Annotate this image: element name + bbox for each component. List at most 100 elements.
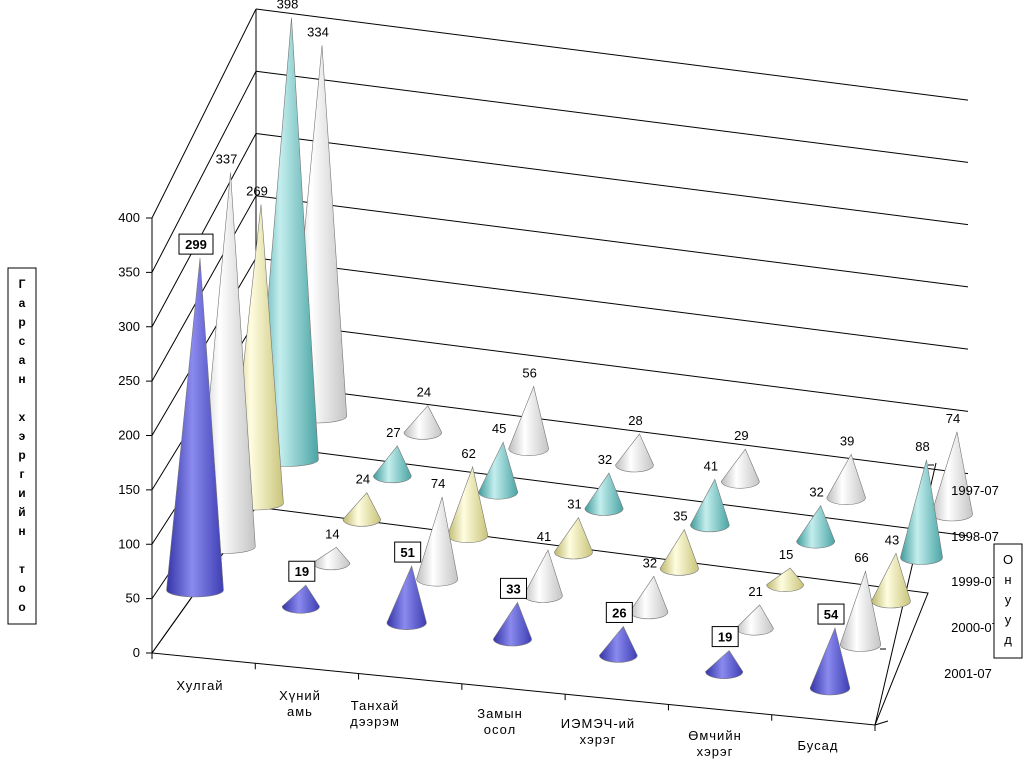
data-label: 54 bbox=[824, 607, 839, 622]
category-label: ИЭМЭЧ-ий bbox=[561, 716, 635, 731]
cone-2000-07-4 bbox=[629, 575, 669, 620]
chart-marks bbox=[166, 17, 973, 696]
category-label: Замын bbox=[477, 706, 523, 721]
depth-axis-title-char: н bbox=[1004, 572, 1011, 587]
data-label: 32 bbox=[598, 452, 612, 467]
data-label: 31 bbox=[567, 497, 581, 512]
cone-2000-07-3 bbox=[523, 549, 563, 603]
data-label: 56 bbox=[522, 366, 536, 381]
series-label: 1997-07 bbox=[951, 483, 999, 498]
cone-1998-07-1 bbox=[373, 445, 412, 484]
data-label-box bbox=[500, 577, 527, 599]
y-axis-title-char: и bbox=[18, 486, 25, 500]
cone-2000-07-5 bbox=[735, 604, 774, 636]
data-label: 269 bbox=[246, 183, 268, 198]
y-axis-title-char: н bbox=[18, 524, 25, 538]
depth-axis-title-char: у bbox=[1005, 592, 1012, 607]
data-label: 51 bbox=[400, 545, 414, 560]
data-label: 35 bbox=[673, 508, 687, 523]
depth-axis-title-char: О bbox=[1003, 552, 1013, 567]
y-axis-title-char: р bbox=[18, 315, 25, 329]
y-tick-label: 200 bbox=[118, 428, 140, 443]
category-label: Хулгай bbox=[176, 678, 223, 693]
cone-1999-07-5 bbox=[766, 567, 804, 592]
y-axis-title-box bbox=[7, 267, 37, 625]
cone-2001-07-5 bbox=[705, 650, 744, 679]
y-axis-title-char: о bbox=[18, 600, 25, 614]
depth-tick-mark bbox=[874, 720, 889, 726]
back-wall-gridline bbox=[255, 319, 969, 412]
y-tick-label: 400 bbox=[118, 210, 140, 225]
y-axis-title-char: о bbox=[18, 581, 25, 595]
data-label: 26 bbox=[612, 605, 626, 620]
cone-2001-07-4 bbox=[599, 625, 638, 663]
left-wall-gridline bbox=[151, 195, 257, 382]
data-label: 32 bbox=[809, 485, 823, 500]
cone-1998-07-2 bbox=[478, 441, 519, 500]
series-label: 1998-07 bbox=[951, 529, 999, 544]
category-label: амь bbox=[287, 704, 313, 719]
y-axis-title-char: р bbox=[18, 448, 25, 462]
cone-1997-07-4 bbox=[721, 448, 760, 489]
y-tick-label: 0 bbox=[133, 645, 140, 660]
cone-1999-07-2 bbox=[447, 465, 489, 543]
back-wall-gridline bbox=[255, 8, 969, 101]
data-label: 299 bbox=[185, 237, 207, 252]
y-axis-title-char: н bbox=[18, 372, 25, 386]
y-axis-title-char: т bbox=[19, 562, 25, 576]
y-axis-title-char: с bbox=[19, 334, 26, 348]
y-tick-label: 100 bbox=[118, 536, 140, 551]
data-label: 14 bbox=[325, 526, 339, 541]
data-label: 398 bbox=[277, 0, 299, 12]
y-tick-label: 350 bbox=[118, 264, 140, 279]
data-label: 74 bbox=[431, 476, 445, 491]
data-label: 24 bbox=[417, 385, 431, 400]
data-label: 337 bbox=[216, 151, 238, 166]
cone-1997-07-6 bbox=[931, 431, 973, 522]
cone-2000-07-1 bbox=[312, 546, 351, 571]
data-label-box bbox=[817, 603, 845, 625]
y-axis-title-char: г bbox=[20, 467, 25, 481]
y-axis-title-char: а bbox=[19, 353, 26, 367]
data-label: 66 bbox=[854, 550, 868, 565]
category-label: Танхай bbox=[351, 698, 400, 713]
cone-1998-07-4 bbox=[690, 478, 730, 533]
data-label: 45 bbox=[492, 421, 506, 436]
data-label-box bbox=[605, 601, 633, 623]
y-tick-label: 250 bbox=[118, 373, 140, 388]
cone-1997-07-2 bbox=[508, 385, 549, 456]
y-axis-title-char: а bbox=[19, 296, 26, 310]
data-label: 19 bbox=[718, 630, 732, 645]
data-label-box bbox=[711, 626, 739, 648]
cone-2000-07-2 bbox=[416, 496, 459, 587]
y-tick-label: 50 bbox=[126, 591, 140, 606]
data-label: 41 bbox=[537, 529, 551, 544]
data-label: 43 bbox=[885, 532, 899, 547]
data-label: 29 bbox=[734, 428, 748, 443]
y-tick-label: 150 bbox=[118, 482, 140, 497]
category-label: осол bbox=[484, 722, 516, 737]
depth-axis-title-char: д bbox=[1004, 632, 1012, 647]
cone-2001-07-0 bbox=[166, 258, 224, 598]
back-wall-gridline bbox=[255, 70, 969, 163]
cone-2000-07-6 bbox=[839, 570, 882, 652]
category-label: хэрэг bbox=[697, 744, 734, 759]
cone-1999-07-1 bbox=[342, 492, 381, 527]
category-label: дээрэм bbox=[350, 714, 400, 729]
data-label: 41 bbox=[704, 458, 718, 473]
y-axis-title-char: х bbox=[19, 410, 26, 424]
data-label: 62 bbox=[461, 446, 475, 461]
y-axis-title-char: Г bbox=[19, 277, 26, 291]
series-label: 2001-07 bbox=[944, 666, 992, 681]
y-axis-title-char: й bbox=[18, 505, 25, 519]
cone-2001-07-6 bbox=[809, 627, 851, 696]
data-label: 21 bbox=[748, 584, 762, 599]
cone-1997-07-5 bbox=[826, 453, 866, 505]
data-label-box bbox=[394, 541, 422, 563]
y-axis-title-char: э bbox=[19, 429, 26, 443]
data-label: 19 bbox=[295, 564, 309, 579]
data-label: 32 bbox=[643, 555, 657, 570]
back-wall-gridline bbox=[255, 195, 969, 288]
